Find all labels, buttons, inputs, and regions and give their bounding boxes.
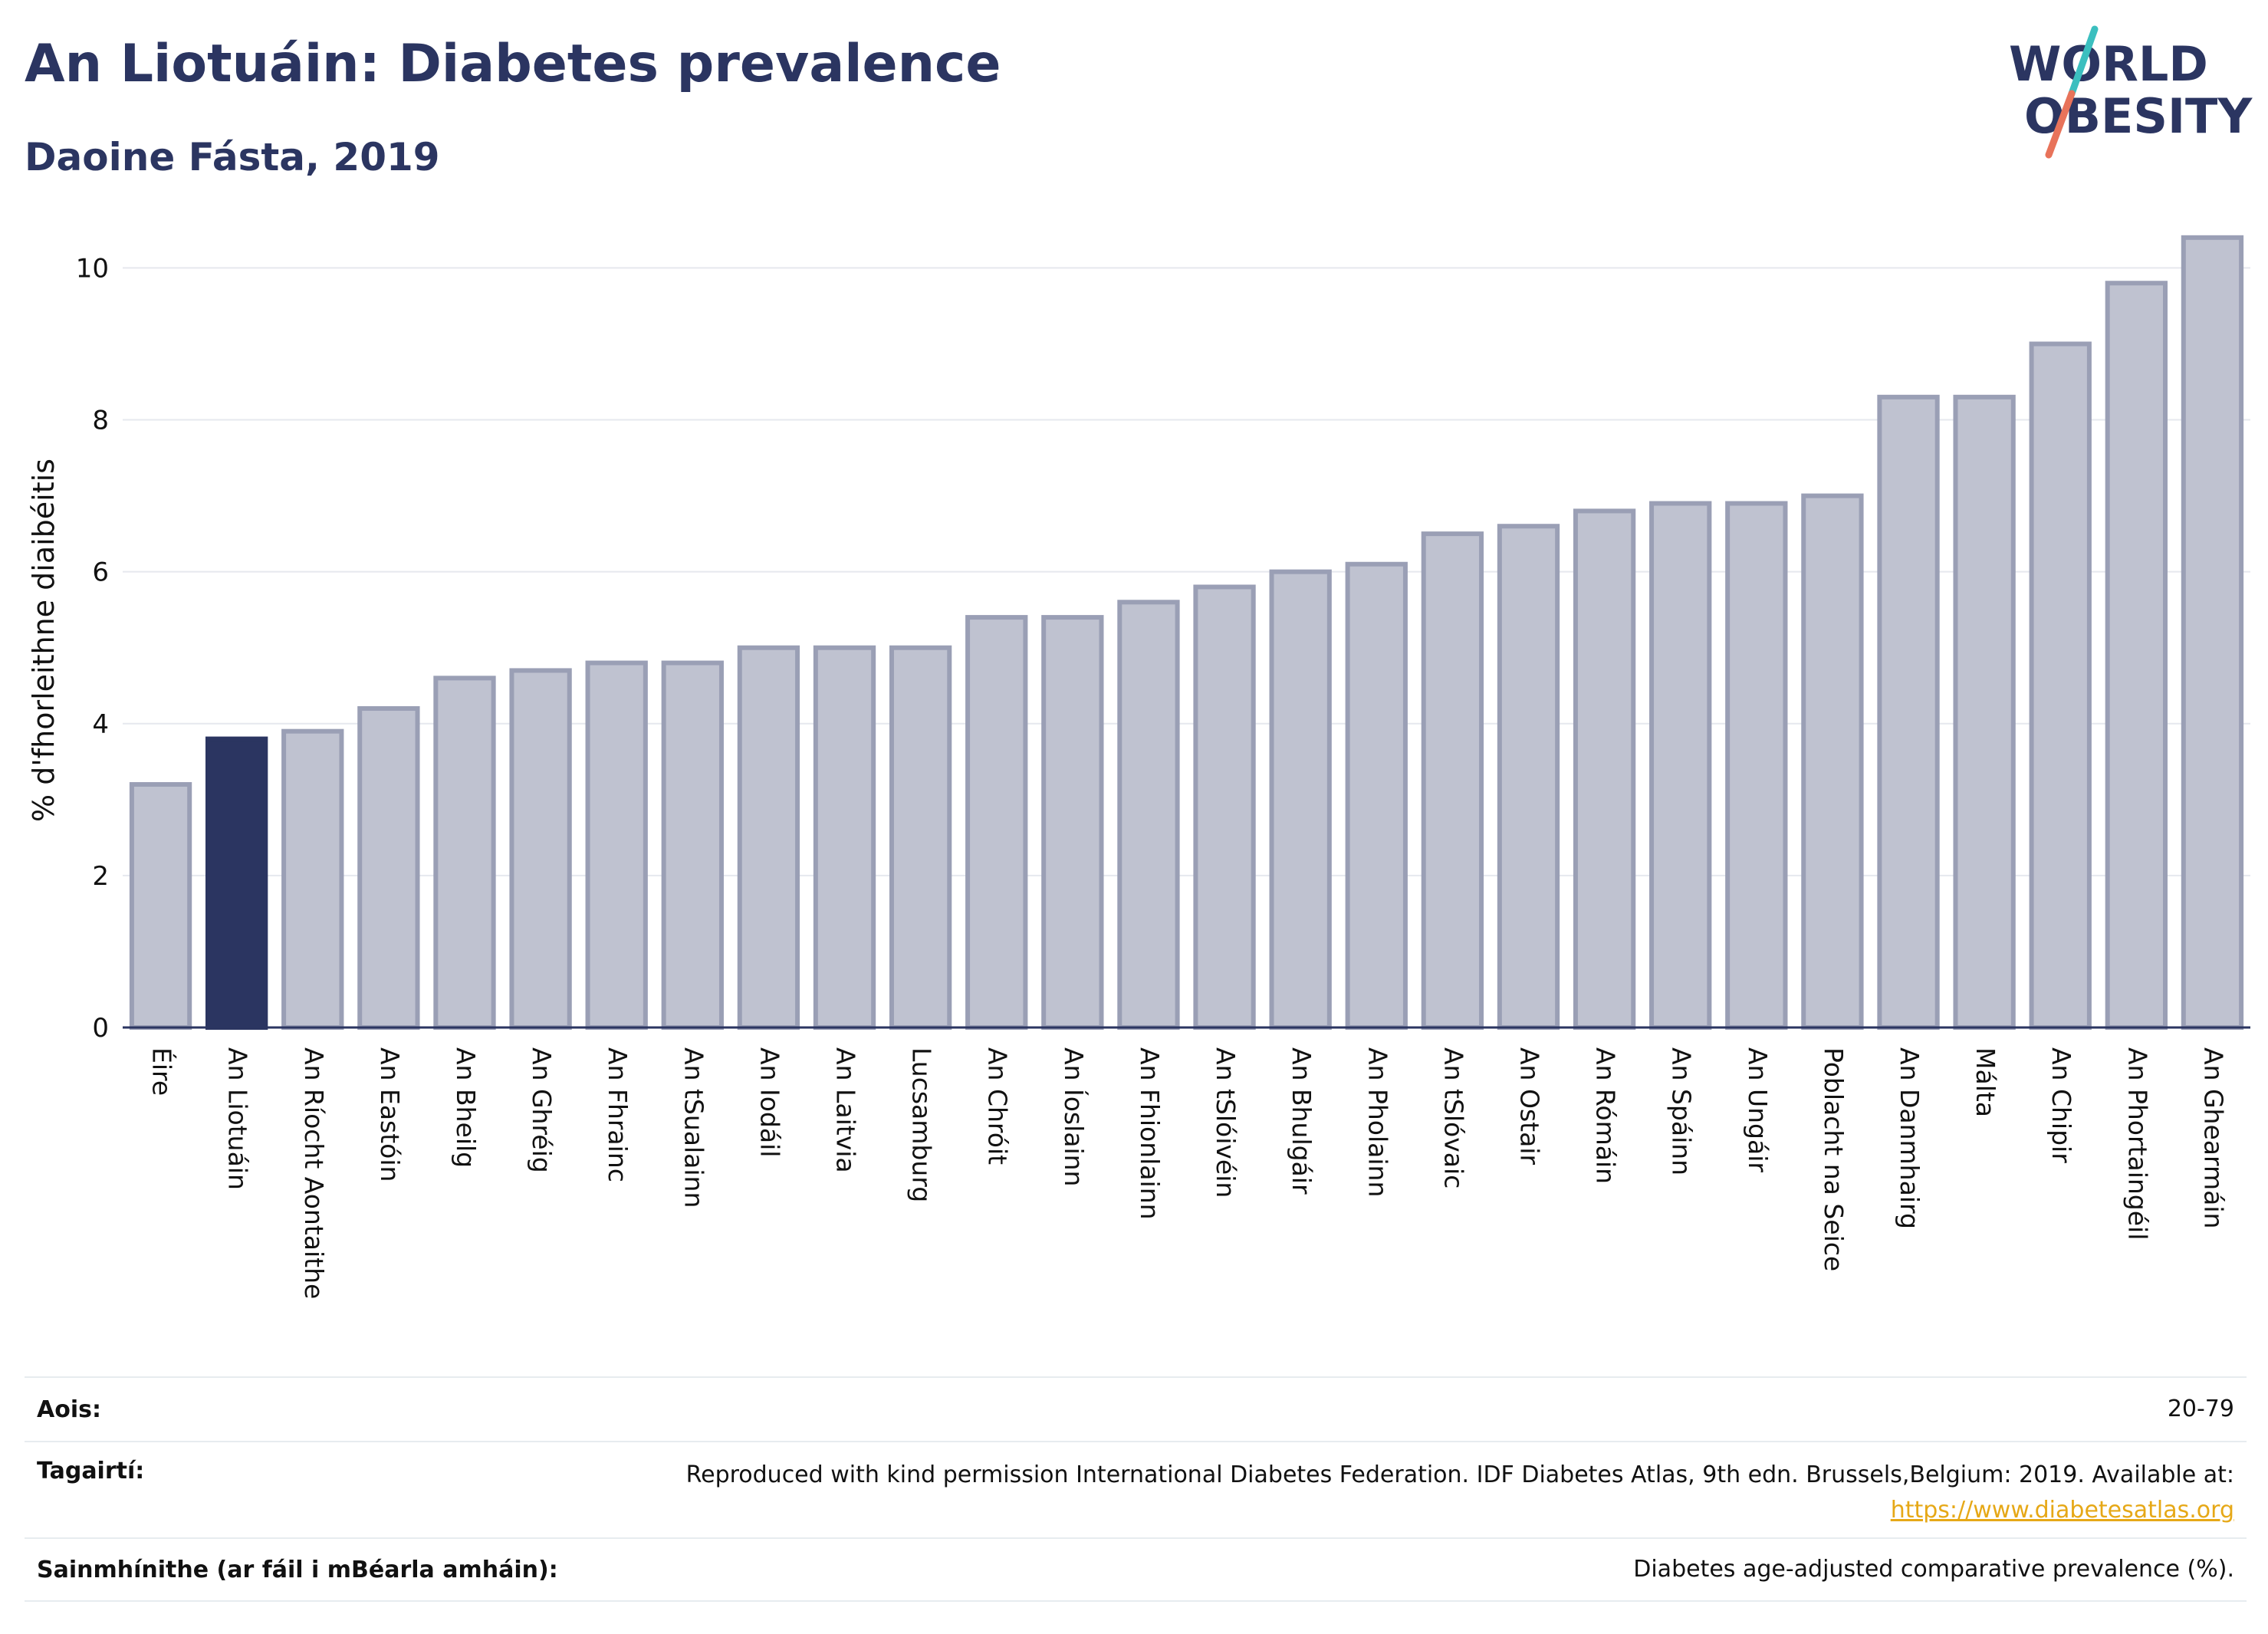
x-tick-label: An Rómáin [1591, 1047, 1621, 1184]
references-value: Reproduced with kind permission Internat… [686, 1458, 2234, 1528]
bar-9 [813, 645, 876, 1030]
info-row-definitions: Sainmhínithe (ar fáil i mBéarla amháin):… [25, 1537, 2247, 1602]
info-row-references: Tagairtí: Reproduced with kind permissio… [25, 1441, 2247, 1537]
x-tick-label: An Iodáil [754, 1047, 784, 1157]
bar-25 [2029, 341, 2092, 1031]
bar-21 [1725, 501, 1788, 1030]
x-tick-label: Málta [1971, 1047, 2000, 1117]
bar-7 [661, 660, 724, 1031]
x-tick-label: An Bheilg [451, 1047, 481, 1168]
x-tick-label: An Liotuáin [223, 1047, 253, 1190]
info-table: Aois: 20-79 Tagairtí: Reproduced with ki… [25, 1376, 2247, 1602]
x-tick-label: An Laitvia [831, 1047, 861, 1173]
y-tick-label: 2 [92, 861, 109, 892]
y-tick-label: 10 [76, 253, 109, 284]
x-tick-label: An Ghréig [527, 1047, 557, 1173]
chart-title: An Liotuáin: Diabetes prevalence [25, 34, 1001, 94]
references-text: Reproduced with kind permission Internat… [685, 1461, 2234, 1488]
bar-chart: 0 2 4 6 8 10 % d'fhorleithne diaibéitis Éire An … [27, 235, 2250, 1299]
references-label: Tagairtí: [37, 1458, 145, 1484]
bar-16 [1345, 561, 1408, 1030]
logo-slash-teal [2068, 25, 2099, 97]
y-tick-label: 6 [92, 557, 109, 588]
y-axis-label: % d'fhorleithne diaibéitis [27, 459, 61, 822]
x-tick-label: An Ungáir [1743, 1047, 1773, 1172]
bar-1 [205, 736, 268, 1030]
bar-22 [1801, 493, 1864, 1030]
age-label: Aois: [37, 1396, 101, 1423]
bar-17 [1421, 531, 1484, 1030]
x-tick-label: Lucsamburg [907, 1047, 937, 1202]
bar-19 [1573, 508, 1636, 1030]
bar-6 [585, 660, 648, 1031]
x-tick-label: An Bhulgáir [1287, 1047, 1316, 1195]
bar-0 [129, 782, 192, 1030]
bar-2 [281, 728, 344, 1030]
y-tick-label: 8 [92, 406, 109, 436]
bar-3 [357, 705, 420, 1031]
x-tick-label: An Ghearmáin [2198, 1047, 2228, 1228]
chart-subtitle: Daoine Fásta, 2019 [25, 135, 440, 179]
bar-15 [1269, 569, 1332, 1030]
x-tick-label: An tSualainn [679, 1047, 708, 1208]
definitions-value: Diabetes age-adjusted comparative preval… [1633, 1556, 2234, 1583]
x-tick-label: An Danmhairg [1895, 1047, 1925, 1229]
bar-27 [2181, 235, 2244, 1031]
x-tick-label: An Eastóin [375, 1047, 405, 1182]
x-tick-label: An Chipir [2046, 1047, 2076, 1163]
bar-12 [1041, 615, 1104, 1030]
bar-4 [433, 676, 496, 1030]
world-obesity-logo: WORLD OBESITY [2009, 25, 2253, 159]
x-tick-label: An Fhrainc [603, 1047, 633, 1182]
bar-10 [889, 645, 952, 1030]
bar-26 [2105, 281, 2168, 1030]
x-tick-label: An Phortaingéil [2122, 1047, 2152, 1240]
bar-11 [965, 615, 1028, 1030]
x-tick-label: An tSlóivéin [1211, 1047, 1241, 1198]
x-tick-label: An Ríocht Aontaithe [299, 1047, 329, 1299]
bar-18 [1497, 524, 1560, 1030]
bar-13 [1117, 600, 1180, 1030]
bar-24 [1953, 394, 2016, 1030]
x-tick-label: An Pholainn [1362, 1047, 1392, 1197]
x-tick-label: An Íoslainn [1059, 1047, 1090, 1186]
definitions-label: Sainmhínithe (ar fáil i mBéarla amháin): [37, 1556, 558, 1583]
bar-20 [1649, 501, 1712, 1030]
logo-line-1: WORLD [2009, 36, 2208, 92]
x-tick-label: An tSlóvaic [1438, 1047, 1468, 1189]
x-tick-label: An Spáinn [1667, 1047, 1697, 1175]
bar-14 [1193, 584, 1256, 1030]
bar-8 [737, 645, 800, 1030]
x-tick-label: Éire [147, 1047, 178, 1096]
bar-23 [1877, 394, 1940, 1030]
logo-slash-coral [2045, 90, 2076, 159]
references-link[interactable]: https://www.diabetesatlas.org [1890, 1497, 2234, 1524]
x-tick-label: An Chróit [983, 1047, 1013, 1165]
x-tick-label: Poblacht na Seice [1819, 1047, 1849, 1271]
bar-5 [509, 668, 572, 1030]
x-tick-label: An Ostair [1514, 1047, 1544, 1165]
x-tick-label: An Fhionlainn [1135, 1047, 1165, 1220]
y-tick-label: 0 [92, 1013, 109, 1044]
y-tick-label: 4 [92, 709, 109, 740]
info-row-age: Aois: 20-79 [25, 1376, 2247, 1441]
age-value: 20-79 [2167, 1396, 2234, 1422]
